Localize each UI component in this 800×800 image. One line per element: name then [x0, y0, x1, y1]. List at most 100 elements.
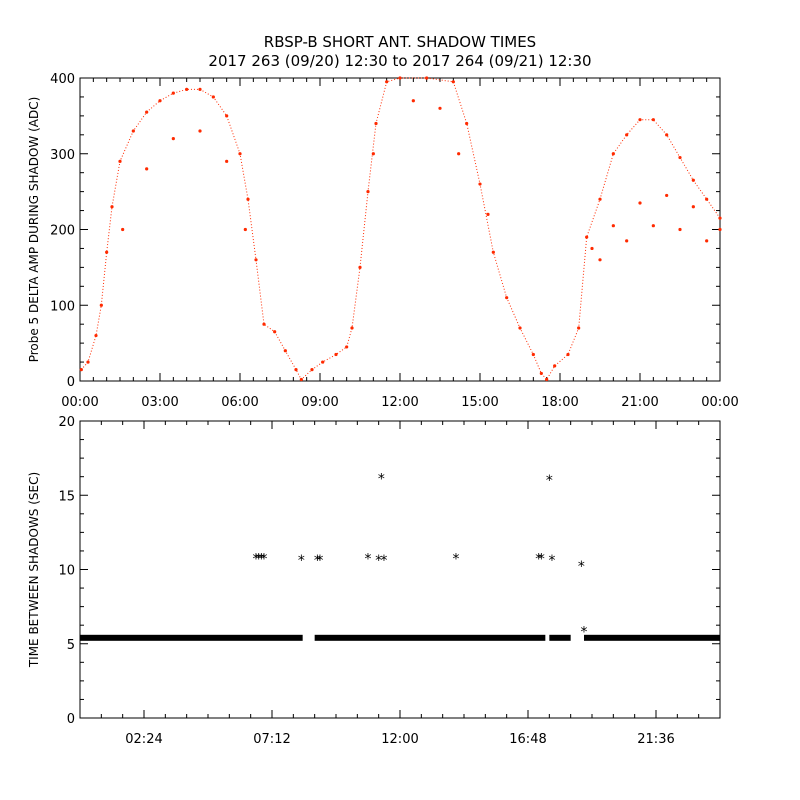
data-point [438, 106, 442, 110]
data-point [411, 99, 415, 103]
data-point: * [377, 471, 385, 487]
data-point: * [380, 553, 388, 569]
plot-frame [79, 77, 721, 382]
data-point [385, 80, 389, 84]
y-axis-label: Probe 5 DELTA AMP DURING SHADOW (ADC) [27, 97, 41, 363]
data-point [665, 193, 669, 198]
data-point: * [257, 552, 265, 568]
data-point [225, 159, 229, 163]
x-tick-label: 06:00 [221, 395, 258, 410]
data-point [94, 333, 98, 338]
x-tick-label: 16:48 [509, 732, 546, 747]
data-point [553, 364, 557, 368]
data-point: * [364, 552, 372, 568]
data-point [425, 76, 429, 80]
data-point [625, 239, 629, 243]
data-point [99, 303, 103, 307]
data-point [590, 246, 594, 251]
data-point [691, 178, 695, 182]
y-tick-label: 20 [58, 415, 75, 430]
data-point [350, 326, 354, 330]
bottom-panel: 0 5 10 15 20 02:24 07:12 12:00 16:48 21:36 TIME BE… [27, 415, 721, 747]
data-point [465, 121, 469, 126]
data-point [638, 201, 642, 205]
data-point [705, 239, 709, 243]
data-point [121, 227, 125, 232]
chart-title-line-2: 2017 263 (09/20) 12:30 to 2017 264 (09/2… [208, 52, 592, 70]
data-point [185, 87, 189, 91]
baseline-band [584, 634, 720, 641]
data-point: * [580, 624, 588, 640]
data-point: * [252, 552, 260, 568]
data-point: * [577, 559, 585, 575]
data-point [345, 345, 349, 349]
data-point [86, 360, 90, 364]
x-tick-label: 03:00 [141, 395, 178, 410]
data-point [665, 133, 669, 137]
x-tick-label: 21:00 [621, 395, 658, 410]
baseline-band [314, 634, 546, 641]
y-tick-label: 15 [58, 489, 75, 504]
data-point [262, 322, 266, 326]
data-point: * [313, 553, 321, 569]
data-point: * [374, 553, 382, 569]
data-point [358, 265, 362, 269]
y-tick-label: 10 [58, 564, 75, 579]
series-trace [80, 77, 721, 381]
x-tick-label: 21:36 [637, 732, 674, 747]
y-axis-label: TIME BETWEEN SHADOWS (SEC) [27, 472, 41, 668]
top-panel: 0 100 200 300 400 00:00 03:00 06:00 09:00 12:00 15… [27, 72, 739, 410]
baseline-band [80, 634, 303, 641]
x-tick-label: 00:00 [61, 395, 98, 410]
data-point [171, 91, 175, 95]
data-point: * [545, 473, 553, 489]
data-point [294, 368, 298, 372]
chart-title-line-1: RBSP-B SHORT ANT. SHADOW TIMES [263, 33, 537, 51]
x-tick-label: 07:12 [253, 732, 290, 747]
data-point [79, 368, 83, 372]
data-point [718, 216, 722, 220]
data-point [171, 137, 175, 141]
y-tick-label: 0 [67, 375, 75, 390]
data-point [539, 371, 543, 376]
x-tick-label: 09:00 [301, 395, 338, 410]
data-point: * [452, 552, 460, 568]
x-tick-label: 02:24 [125, 732, 162, 747]
data-point [611, 224, 615, 228]
x-tick-label: 00:00 [701, 395, 738, 410]
data-point: * [254, 552, 262, 568]
data-point [451, 80, 455, 84]
data-point: * [297, 553, 305, 569]
x-tick-label: 15:00 [461, 395, 498, 410]
data-point [198, 129, 202, 133]
y-tick-label: 200 [50, 224, 75, 239]
y-tick-label: 0 [67, 712, 75, 727]
y-tick-label: 100 [50, 299, 75, 314]
data-point [273, 330, 277, 334]
data-point [246, 197, 250, 201]
data-point [691, 205, 695, 209]
data-point [254, 258, 258, 262]
data-point [105, 250, 109, 254]
data-point: * [537, 552, 545, 568]
data-point [486, 212, 490, 216]
data-point [145, 167, 149, 171]
plot-frame [79, 420, 721, 719]
x-tick-label: 12:00 [381, 732, 418, 747]
data-point [243, 227, 247, 232]
data-point [457, 152, 461, 156]
data-point [718, 227, 722, 232]
data-point: * [260, 552, 268, 568]
y-tick-label: 400 [50, 72, 75, 87]
data-point [598, 258, 602, 262]
x-tick-label: 18:00 [541, 395, 578, 410]
baseline-band [549, 634, 571, 641]
data-point: * [534, 552, 542, 568]
data-point [651, 224, 655, 228]
data-point [678, 227, 682, 232]
data-point [321, 360, 325, 364]
x-tick-label: 12:00 [381, 395, 418, 410]
y-tick-label: 300 [50, 148, 75, 163]
data-point [585, 235, 589, 239]
